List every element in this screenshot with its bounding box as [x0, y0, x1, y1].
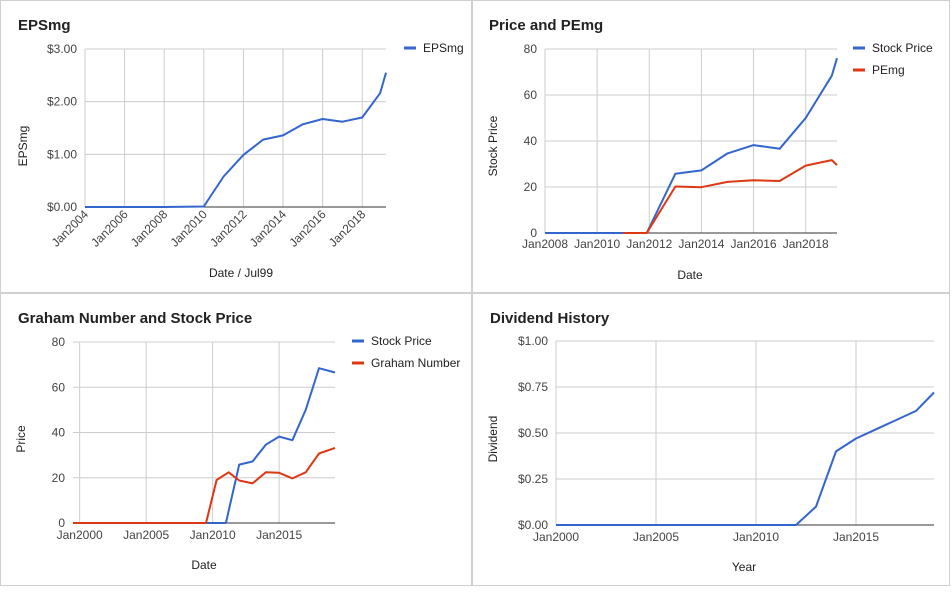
- x-tick-label: Jan2016: [286, 207, 329, 250]
- chart-title: Graham Number and Stock Price: [18, 310, 252, 327]
- x-axis-label: Year: [732, 560, 756, 574]
- legend-label: EPSmg: [423, 41, 464, 55]
- y-tick-label: $0.75: [518, 380, 548, 394]
- series-line-graham-number: [73, 446, 336, 524]
- series-line-epsmg: [85, 72, 387, 208]
- y-tick-label: $3.00: [47, 42, 77, 56]
- legend-label: Stock Price: [872, 41, 933, 55]
- epsmg-chart-svg: EPSmg$0.00$1.00$2.00$3.00Jan2004Jan2006J…: [16, 17, 464, 280]
- series-line-dividend: [556, 391, 935, 526]
- x-tick-label: Jan2015: [256, 528, 302, 542]
- x-tick-label: Jan2018: [326, 207, 369, 250]
- series-line-stock-price: [545, 57, 838, 234]
- y-tick-label: 60: [52, 380, 66, 394]
- legend-label: PEmg: [872, 63, 905, 77]
- series-line-pemg: [623, 159, 838, 234]
- x-tick-label: Jan2015: [833, 530, 879, 544]
- y-tick-label: 60: [524, 88, 538, 102]
- x-tick-label: Jan2012: [207, 207, 250, 250]
- x-tick-label: Jan2010: [190, 528, 236, 542]
- y-axis-label: EPSmg: [16, 126, 30, 167]
- price-pemg-chart-panel: Price and PEmg 0 20 40 60 80 Jan2008 Jan2010 Jan…: [472, 0, 950, 293]
- y-tick-label: 40: [52, 426, 66, 440]
- chart-title: Dividend History: [490, 310, 610, 327]
- y-tick-label: $0.00: [518, 518, 548, 532]
- epsmg-chart-panel: EPSmg $0.00 $1.00 $2.00 $3.00 Jan2004 Jan2006 J…: [0, 0, 472, 293]
- y-axis-label: Stock Price: [486, 115, 500, 176]
- x-tick-label: Jan2000: [533, 530, 579, 544]
- chart-title: Price and PEmg: [489, 17, 603, 34]
- y-tick-label: 80: [524, 42, 538, 56]
- x-tick-label: Jan2005: [633, 530, 679, 544]
- x-tick-label: Jan2014: [247, 207, 290, 250]
- y-tick-label: 20: [52, 471, 66, 485]
- y-tick-label: 80: [52, 335, 66, 349]
- y-tick-label: 40: [524, 134, 538, 148]
- x-tick-label: Jan2008: [522, 237, 568, 251]
- graham-chart-svg: Graham Number and Stock Price 0 20 40 60 80 Ja…: [14, 310, 460, 572]
- y-tick-label: $2.00: [47, 95, 77, 109]
- dividend-history-chart-panel: Dividend History $0.00 $0.25 $0.50 $0.75 $1.0…: [472, 293, 950, 586]
- x-tick-label: Jan2008: [128, 207, 171, 250]
- x-tick-label: Jan2010: [733, 530, 779, 544]
- series-line-stock-price: [73, 367, 336, 524]
- y-tick-label: $0.25: [518, 472, 548, 486]
- x-tick-label: Jan2018: [783, 237, 829, 251]
- graham-number-chart-panel: Graham Number and Stock Price 0 20 40 60 80 Ja…: [0, 293, 472, 586]
- legend-label: Stock Price: [371, 334, 432, 348]
- x-tick-label: Jan2005: [123, 528, 169, 542]
- y-tick-label: 0: [530, 226, 537, 240]
- y-tick-label: $1.00: [518, 334, 548, 348]
- x-axis-label: Date / Jul99: [209, 266, 273, 280]
- chart-title: EPSmg: [18, 17, 71, 34]
- y-tick-label: $1.00: [47, 147, 77, 161]
- x-tick-label: Jan2006: [88, 207, 131, 250]
- y-axis-label: Dividend: [486, 416, 500, 463]
- x-tick-label: Jan2012: [626, 237, 672, 251]
- x-axis-label: Date: [191, 558, 217, 572]
- y-tick-label: 0: [58, 516, 65, 530]
- dividend-chart-svg: Dividend History $0.00 $0.25 $0.50 $0.75 $1.0…: [486, 310, 935, 574]
- x-tick-label: Jan2000: [57, 528, 103, 542]
- y-tick-label: $0.00: [47, 200, 77, 214]
- y-tick-label: 20: [524, 180, 538, 194]
- price-pemg-chart-svg: Price and PEmg 0 20 40 60 80 Jan2008 Jan2010 Jan…: [486, 17, 933, 282]
- x-tick-label: Jan2010: [574, 237, 620, 251]
- y-axis-label: Price: [14, 425, 28, 453]
- x-tick-label: Jan2010: [167, 207, 210, 250]
- x-tick-label: Jan2014: [678, 237, 724, 251]
- x-tick-label: Jan2016: [731, 237, 777, 251]
- legend-label: Graham Number: [371, 356, 460, 370]
- x-axis-label: Date: [677, 268, 703, 282]
- y-tick-label: $0.50: [518, 426, 548, 440]
